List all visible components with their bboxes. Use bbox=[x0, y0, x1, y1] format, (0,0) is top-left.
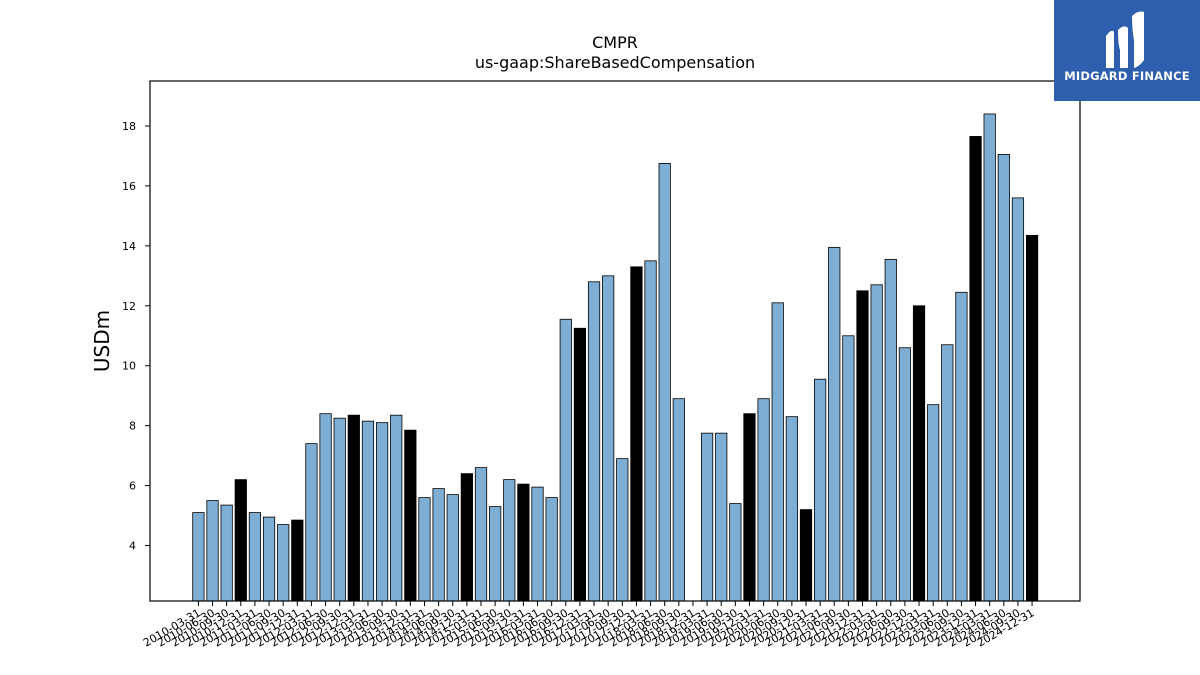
bar-2021-12-31 bbox=[856, 290, 869, 602]
y-axis-label: USDm bbox=[90, 310, 114, 372]
bar-2012-03-31 bbox=[305, 443, 318, 602]
plot-frame bbox=[149, 80, 1081, 602]
bar-2017-06-30 bbox=[602, 275, 615, 602]
bars-group bbox=[192, 113, 1039, 602]
y-tick-label: 4 bbox=[129, 540, 136, 553]
bar-2022-09-30 bbox=[898, 347, 912, 602]
bar-2012-09-30 bbox=[333, 417, 346, 602]
logo-text: MIDGARD FINANCE bbox=[1064, 69, 1190, 83]
chart-title: CMPR bbox=[592, 33, 638, 52]
bar-2021-06-30 bbox=[828, 246, 841, 602]
y-tick-label: 12 bbox=[122, 300, 136, 313]
bar-2020-12-31 bbox=[799, 509, 813, 602]
y-tick-label: 10 bbox=[122, 360, 136, 373]
bar-2023-09-30 bbox=[955, 291, 968, 602]
y-tick-label: 14 bbox=[122, 240, 136, 253]
bar-2011-09-30 bbox=[277, 524, 290, 602]
bar-2011-12-31 bbox=[291, 519, 304, 602]
x-ticks-group: 2010-03-312010-06-302010-09-302010-12-31… bbox=[141, 601, 1037, 650]
bar-2015-06-30 bbox=[489, 506, 502, 602]
y-tick-label: 6 bbox=[129, 480, 136, 493]
bar-2010-09-30 bbox=[220, 504, 233, 602]
bar-2014-09-30 bbox=[446, 494, 459, 602]
bar-2016-12-31 bbox=[573, 327, 587, 602]
bar-2016-09-30 bbox=[559, 318, 572, 602]
bar-2024-09-30 bbox=[1011, 197, 1025, 602]
bar-2015-09-30 bbox=[503, 479, 516, 602]
chart-subtitle: us-gaap:ShareBasedCompensation bbox=[475, 53, 755, 72]
bar-2019-06-30 bbox=[715, 432, 728, 602]
bar-2013-12-31 bbox=[404, 429, 417, 602]
bar-2022-03-31 bbox=[870, 284, 883, 602]
midgard-logo-icon bbox=[1106, 11, 1144, 68]
bar-2010-12-31 bbox=[234, 479, 247, 602]
bar-2015-03-31 bbox=[474, 467, 488, 602]
bar-2017-03-31 bbox=[587, 281, 601, 602]
bar-2010-03-31 bbox=[192, 512, 205, 602]
bar-2023-06-30 bbox=[941, 344, 954, 602]
bar-2018-03-31 bbox=[644, 260, 657, 602]
bar-2023-03-31 bbox=[927, 404, 940, 602]
bar-2017-09-30 bbox=[616, 458, 629, 602]
bar-2023-12-31 bbox=[969, 136, 982, 602]
bar-2016-03-31 bbox=[531, 486, 544, 602]
bar-2016-06-30 bbox=[545, 497, 558, 602]
bar-2024-12-31 bbox=[1025, 234, 1039, 602]
bar-2017-12-31 bbox=[630, 266, 643, 602]
bar-2020-06-30 bbox=[771, 302, 784, 602]
y-tick-label: 16 bbox=[122, 180, 136, 193]
bar-2014-03-31 bbox=[418, 497, 431, 602]
y-tick-label: 8 bbox=[129, 420, 136, 433]
bar-2012-12-31 bbox=[347, 414, 360, 602]
bar-2014-12-31 bbox=[460, 473, 473, 602]
bar-2019-09-30 bbox=[729, 503, 742, 602]
bar-2013-03-31 bbox=[361, 420, 375, 602]
bar-2012-06-30 bbox=[319, 413, 332, 602]
bar-2018-09-30 bbox=[672, 398, 685, 602]
bar-2022-06-30 bbox=[884, 258, 897, 602]
bar-2024-03-31 bbox=[983, 113, 996, 602]
bar-2022-12-31 bbox=[912, 305, 926, 602]
bar-2020-09-30 bbox=[785, 416, 798, 602]
bar-2015-12-31 bbox=[517, 483, 530, 602]
bar-2011-03-31 bbox=[248, 512, 262, 602]
bar-2020-03-31 bbox=[757, 398, 770, 602]
bar-2013-06-30 bbox=[375, 422, 389, 602]
bar-2019-03-31 bbox=[700, 432, 714, 602]
bar-2021-09-30 bbox=[842, 335, 855, 602]
y-ticks-group: 4 6 8 10 12 14 16 18 bbox=[122, 120, 150, 553]
bar-2024-06-30 bbox=[997, 154, 1010, 602]
bar-2018-06-30 bbox=[658, 163, 671, 602]
bar-2014-06-30 bbox=[432, 488, 445, 602]
y-tick-label: 18 bbox=[122, 120, 136, 133]
midgard-finance-logo: MIDGARD FINANCE bbox=[1054, 0, 1200, 101]
bar-2011-06-30 bbox=[262, 516, 276, 602]
bar-2021-03-31 bbox=[814, 378, 827, 602]
bar-2010-06-30 bbox=[206, 500, 219, 602]
bar-2019-12-31 bbox=[743, 413, 756, 602]
bar-2013-09-30 bbox=[390, 414, 403, 602]
